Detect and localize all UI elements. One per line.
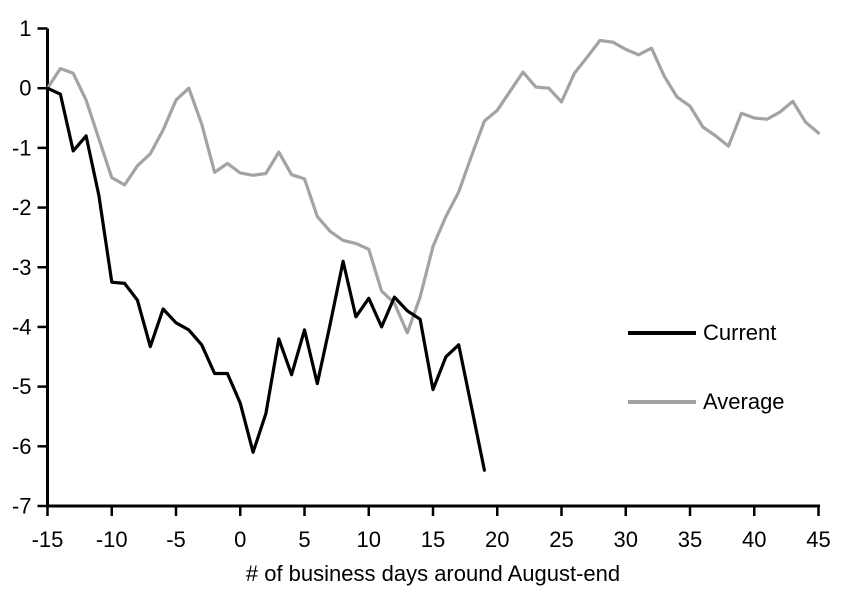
y-tick-label: -2 — [12, 195, 32, 220]
average-series-line — [45, 38, 821, 335]
x-axis-title: # of business days around August-end — [245, 561, 621, 586]
current-series-line — [45, 86, 486, 472]
y-tick-label: -1 — [12, 135, 32, 160]
x-tick-label: 25 — [549, 527, 573, 552]
x-tick-label: 35 — [678, 527, 702, 552]
legend-item-average: Average — [628, 389, 785, 414]
legend-swatch-average — [628, 400, 696, 404]
x-tick-label: 45 — [806, 527, 830, 552]
x-tick-label: 40 — [742, 527, 766, 552]
legend-label-current: Current — [703, 320, 777, 345]
legend-item-current: Current — [628, 320, 777, 345]
y-tick-label: -6 — [12, 434, 32, 459]
y-tick-label: -7 — [12, 494, 32, 519]
x-tick-label: 20 — [485, 527, 509, 552]
y-tick-label: 0 — [19, 76, 31, 101]
x-tick-label: 30 — [614, 527, 638, 552]
y-tick-label: 1 — [19, 16, 31, 41]
x-tick-label: 10 — [357, 527, 381, 552]
y-tick-label: -4 — [12, 314, 32, 339]
x-tick-label: -5 — [166, 527, 186, 552]
y-tick-label: -3 — [12, 255, 32, 280]
legend-label-average: Average — [703, 389, 785, 414]
y-tick-label: -5 — [12, 374, 32, 399]
x-tick-label: -15 — [32, 527, 64, 552]
x-tick-label: 15 — [421, 527, 445, 552]
x-tick-label: 5 — [298, 527, 310, 552]
legend-swatch-current — [628, 331, 696, 335]
x-tick-label: -10 — [96, 527, 128, 552]
x-tick-label: 0 — [234, 527, 246, 552]
